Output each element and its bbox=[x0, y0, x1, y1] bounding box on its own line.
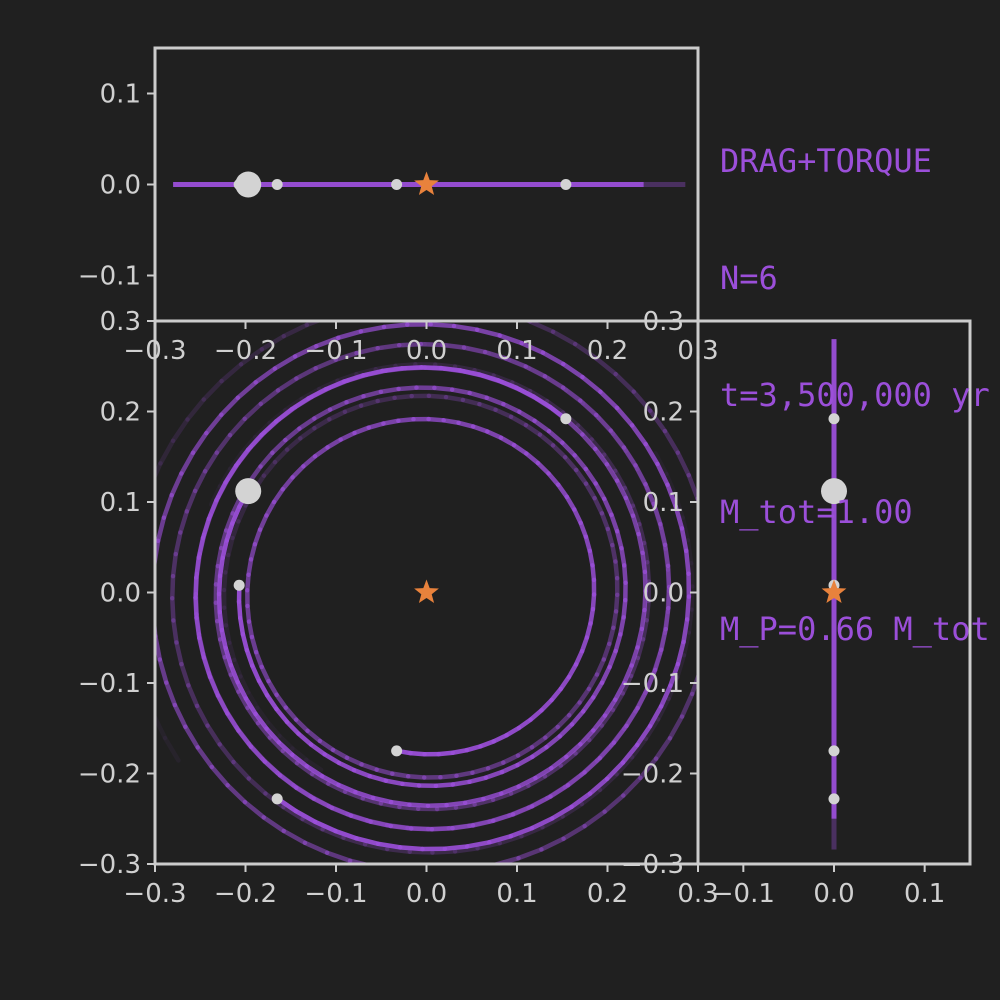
small-body bbox=[560, 179, 572, 190]
x-tick-label: −0.1 bbox=[712, 879, 775, 909]
y-tick-label: 0.1 bbox=[100, 488, 141, 518]
orbit-trail bbox=[208, 362, 652, 812]
y-tick-label: 0.0 bbox=[643, 579, 684, 609]
star-marker bbox=[414, 579, 439, 603]
orbit-trails bbox=[155, 321, 698, 864]
y-tick-label: 0.0 bbox=[100, 171, 141, 201]
planet-body bbox=[235, 478, 262, 505]
small-body bbox=[271, 179, 283, 190]
side-view-panel bbox=[821, 339, 847, 850]
model-label: DRAG+TORQUE bbox=[720, 142, 932, 180]
orbit-trail bbox=[155, 321, 698, 864]
x-tick-label: 0.1 bbox=[496, 336, 537, 366]
x-tick-label: −0.1 bbox=[304, 336, 367, 366]
small-body bbox=[828, 793, 840, 805]
x-tick-label: 0.0 bbox=[406, 879, 447, 909]
x-tick-label: −0.1 bbox=[304, 879, 367, 909]
x-tick-label: 0.0 bbox=[813, 879, 854, 909]
small-body bbox=[271, 793, 283, 805]
y-tick-label: 0.3 bbox=[100, 307, 141, 337]
y-tick-label: 0.0 bbox=[100, 579, 141, 609]
orbit-trail bbox=[221, 393, 620, 780]
y-tick-label: 0.2 bbox=[100, 398, 141, 428]
y-tick-label: 0.2 bbox=[643, 398, 684, 428]
x-tick-label: −0.3 bbox=[123, 336, 186, 366]
small-body bbox=[391, 179, 403, 190]
time-readout: t=3,500,000 yr bbox=[720, 376, 990, 414]
top-view-panel bbox=[173, 171, 686, 198]
x-tick-label: −0.2 bbox=[214, 336, 277, 366]
y-tick-label: 0.1 bbox=[100, 80, 141, 110]
star-marker bbox=[821, 579, 847, 603]
x-tick-label: 0.3 bbox=[677, 879, 718, 909]
x-tick-label: 0.2 bbox=[587, 336, 628, 366]
small-body bbox=[233, 579, 245, 591]
y-tick-label: −0.2 bbox=[78, 760, 141, 790]
y-tick-label: −0.2 bbox=[621, 760, 684, 790]
x-tick-label: −0.2 bbox=[214, 879, 277, 909]
x-tick-label: 0.1 bbox=[904, 879, 945, 909]
small-body bbox=[828, 745, 840, 757]
total-mass: M_tot=1.00 bbox=[720, 493, 913, 531]
orbit-trail bbox=[170, 341, 695, 855]
y-tick-label: −0.3 bbox=[78, 850, 141, 880]
y-tick-label: −0.1 bbox=[621, 669, 684, 699]
small-body bbox=[828, 413, 840, 425]
y-tick-label: −0.1 bbox=[78, 262, 141, 292]
y-tick-label: −0.3 bbox=[621, 850, 684, 880]
small-body bbox=[560, 413, 572, 425]
x-tick-label: 0.2 bbox=[587, 879, 628, 909]
x-tick-label: 0.1 bbox=[496, 879, 537, 909]
planet-mass: M_P=0.66 M_tot bbox=[720, 610, 990, 648]
planet-body bbox=[235, 171, 262, 198]
small-body bbox=[391, 745, 403, 757]
x-tick-label: −0.3 bbox=[123, 879, 186, 909]
panel-frames: −0.3 −0.2 −0.1 0.0 0.1 0.2 0.30.10.0−0.1−0.3 −0… bbox=[78, 46, 972, 909]
y-tick-label: 0.3 bbox=[643, 307, 684, 337]
main-view-panel bbox=[155, 321, 698, 864]
y-tick-label: 0.1 bbox=[643, 488, 684, 518]
x-tick-label: 0.3 bbox=[677, 336, 718, 366]
planet-body bbox=[821, 478, 847, 505]
small-body bbox=[233, 179, 245, 190]
star-marker bbox=[414, 171, 439, 195]
simulation-info: DRAG+TORQUE N=6 t=3,500,000 yr M_tot=1.0… bbox=[720, 64, 990, 688]
x-tick-label: 0.0 bbox=[406, 336, 447, 366]
body-count: N=6 bbox=[720, 259, 778, 297]
y-tick-label: −0.1 bbox=[78, 669, 141, 699]
